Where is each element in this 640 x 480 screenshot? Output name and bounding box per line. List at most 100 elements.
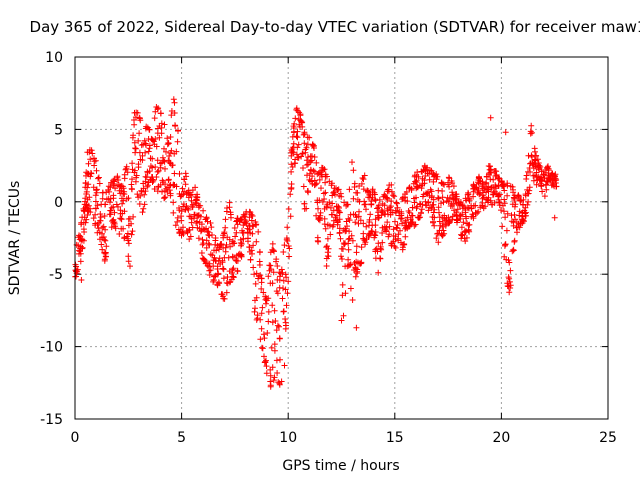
data-point xyxy=(482,203,489,210)
data-point xyxy=(336,209,343,216)
data-point xyxy=(462,238,469,245)
data-point xyxy=(301,140,308,147)
data-point xyxy=(221,295,228,302)
data-point xyxy=(384,205,391,212)
data-point xyxy=(360,220,367,227)
data-point xyxy=(125,235,131,242)
data-point xyxy=(346,186,353,193)
data-point xyxy=(185,206,192,213)
data-point xyxy=(213,247,220,254)
data-point xyxy=(541,193,548,200)
data-point xyxy=(309,153,315,160)
data-point xyxy=(321,215,328,222)
data-point xyxy=(99,195,106,202)
data-point xyxy=(102,249,109,256)
data-point xyxy=(293,151,300,158)
data-point xyxy=(111,219,118,226)
data-point xyxy=(454,217,461,224)
data-point xyxy=(140,205,147,212)
data-point xyxy=(318,185,324,192)
data-point xyxy=(158,120,165,127)
data-point xyxy=(490,176,497,183)
data-point xyxy=(524,186,531,193)
data-point xyxy=(327,204,334,211)
data-point xyxy=(321,196,328,202)
data-point xyxy=(336,229,343,236)
data-point xyxy=(386,231,393,238)
data-point xyxy=(101,256,108,263)
data-point xyxy=(155,167,162,174)
data-point xyxy=(258,275,265,282)
data-point xyxy=(101,213,108,219)
data-point xyxy=(273,288,280,295)
data-point xyxy=(468,205,475,212)
data-point xyxy=(276,277,283,284)
data-point xyxy=(216,246,222,253)
data-point xyxy=(311,145,317,151)
data-point xyxy=(534,156,541,163)
data-point xyxy=(164,135,171,142)
data-point xyxy=(124,230,131,237)
data-point xyxy=(499,223,506,230)
data-point xyxy=(347,261,354,268)
data-point xyxy=(522,210,528,217)
data-point xyxy=(306,170,313,177)
data-point xyxy=(102,226,109,233)
data-point xyxy=(183,203,190,209)
data-point xyxy=(344,201,351,208)
data-point xyxy=(533,152,539,159)
data-point xyxy=(453,195,460,202)
data-point xyxy=(77,245,83,252)
data-point xyxy=(206,263,212,270)
data-point xyxy=(280,308,287,315)
y-tick-label: -10 xyxy=(40,340,63,356)
data-point xyxy=(132,145,139,152)
data-point xyxy=(258,285,265,292)
data-point xyxy=(159,188,165,195)
x-tick-label: 10 xyxy=(279,430,297,446)
data-point xyxy=(278,378,285,385)
data-point xyxy=(135,137,142,144)
y-tick-label: 0 xyxy=(54,195,63,211)
data-point xyxy=(135,161,142,168)
data-point xyxy=(287,213,294,220)
data-point xyxy=(111,209,118,216)
data-point xyxy=(269,280,276,287)
data-point xyxy=(507,285,514,291)
data-point xyxy=(475,175,482,181)
data-point xyxy=(315,238,322,245)
data-point xyxy=(303,162,310,168)
data-point xyxy=(487,197,494,204)
data-point xyxy=(388,198,395,205)
data-point xyxy=(141,191,148,198)
data-point xyxy=(149,164,156,171)
data-point xyxy=(378,207,385,213)
data-point xyxy=(307,159,313,166)
data-point xyxy=(298,118,305,125)
data-point xyxy=(445,174,452,181)
data-point xyxy=(180,224,186,231)
data-point xyxy=(289,148,296,155)
data-point xyxy=(221,230,228,237)
data-point xyxy=(252,297,258,304)
data-point xyxy=(523,172,530,179)
data-point xyxy=(227,243,234,250)
data-point xyxy=(273,327,280,334)
data-point xyxy=(93,167,100,174)
data-point xyxy=(439,223,446,230)
data-point xyxy=(501,196,508,203)
data-point xyxy=(117,215,124,222)
data-point xyxy=(216,280,223,287)
data-point xyxy=(290,149,297,156)
data-point xyxy=(200,207,207,214)
data-point xyxy=(158,130,165,137)
data-point xyxy=(449,189,456,196)
data-point xyxy=(120,197,127,204)
data-point xyxy=(431,206,438,213)
data-point xyxy=(102,237,109,244)
data-point xyxy=(265,295,272,302)
data-point xyxy=(320,166,327,173)
data-point xyxy=(350,167,357,174)
data-point xyxy=(194,218,201,225)
data-point xyxy=(272,318,279,324)
